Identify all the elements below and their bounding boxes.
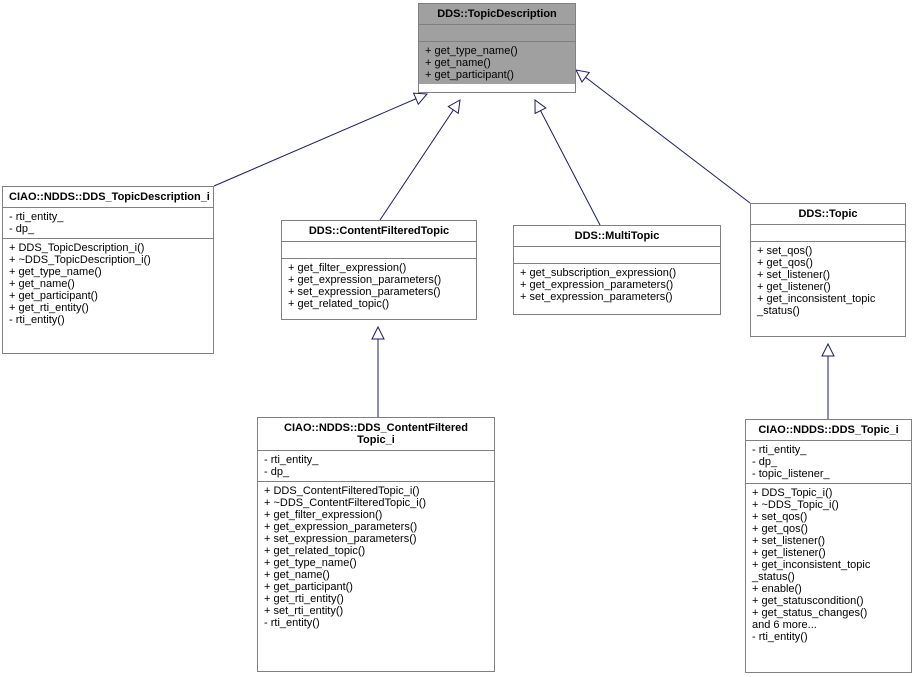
uml-method-line: + get_participant(): [425, 69, 569, 81]
uml-attrs-section: - rti_entity_- dp_: [258, 451, 494, 482]
uml-attr-line: - dp_: [752, 456, 905, 468]
uml-method-line: + get_inconsistent_topic: [752, 559, 905, 571]
inheritance-arrowhead-icon: [448, 97, 465, 114]
uml-method-line: + set_qos(): [752, 511, 905, 523]
uml-attrs-section: [514, 247, 720, 264]
uml-method-line: + get_statuscondition(): [752, 595, 905, 607]
uml-method-line: + get_status_changes(): [752, 607, 905, 619]
uml-method-line: + set_expression_parameters(): [288, 286, 470, 298]
uml-method-line: _status(): [752, 571, 905, 583]
uml-method-line: + set_qos(): [757, 245, 899, 257]
uml-class-title: DDS::TopicDescription: [419, 4, 575, 25]
uml-method-line: + get_related_topic(): [264, 545, 488, 557]
uml-class-topicDescription[interactable]: DDS::TopicDescription+ get_type_name()+ …: [418, 3, 576, 93]
uml-class-topic_i[interactable]: CIAO::NDDS::DDS_Topic_i- rti_entity_- dp…: [745, 419, 912, 673]
uml-method-line: + get_related_topic(): [288, 298, 470, 310]
uml-method-line: + DDS_TopicDescription_i(): [9, 242, 207, 254]
inheritance-edge: [380, 100, 460, 220]
uml-class-title: DDS::MultiTopic: [514, 226, 720, 247]
uml-method-line: + get_participant(): [264, 581, 488, 593]
uml-method-line: + get_name(): [9, 278, 207, 290]
uml-class-multiTopic[interactable]: DDS::MultiTopic+ get_subscription_expres…: [513, 225, 721, 315]
uml-method-line: + set_rti_entity(): [264, 605, 488, 617]
uml-class-contentFilteredTopic[interactable]: DDS::ContentFilteredTopic+ get_filter_ex…: [281, 220, 477, 320]
uml-method-line: - rti_entity(): [9, 314, 207, 326]
uml-attrs-section: - rti_entity_- dp_- topic_listener_: [746, 441, 911, 484]
uml-class-title: DDS::ContentFilteredTopic: [282, 221, 476, 242]
inheritance-arrowhead-icon: [372, 327, 384, 339]
uml-method-line: + set_listener(): [752, 535, 905, 547]
uml-class-title: CIAO::NDDS::DDS_ContentFiltered Topic_i: [258, 418, 494, 451]
uml-attrs-section: [751, 225, 905, 242]
uml-method-line: + set_expression_parameters(): [520, 291, 714, 303]
uml-method-line: _status(): [757, 305, 899, 317]
uml-method-line: + set_listener(): [757, 269, 899, 281]
inheritance-arrowhead-icon: [530, 97, 546, 113]
uml-attrs-section: [419, 25, 575, 42]
uml-attrs-section: - rti_entity_- dp_: [3, 208, 213, 239]
uml-method-line: + get_filter_expression(): [264, 509, 488, 521]
uml-method-line: + get_type_name(): [9, 266, 207, 278]
uml-methods-section: + set_qos()+ get_qos()+ set_listener()+ …: [751, 242, 905, 320]
uml-method-line: + get_inconsistent_topic: [757, 293, 899, 305]
uml-method-line: + get_listener(): [752, 547, 905, 559]
uml-method-line: + ~DDS_Topic_i(): [752, 499, 905, 511]
uml-attr-line: - dp_: [9, 223, 207, 235]
uml-methods-section: + get_type_name()+ get_name()+ get_parti…: [419, 42, 575, 84]
uml-method-line: + get_rti_entity(): [264, 593, 488, 605]
inheritance-arrowhead-icon: [822, 344, 834, 356]
uml-methods-section: + get_filter_expression()+ get_expressio…: [282, 259, 476, 313]
inheritance-edge: [576, 70, 750, 203]
uml-methods-section: + DDS_ContentFilteredTopic_i()+ ~DDS_Con…: [258, 482, 494, 632]
uml-attr-line: - rti_entity_: [9, 211, 207, 223]
uml-methods-section: + get_subscription_expression()+ get_exp…: [514, 264, 720, 306]
uml-method-line: + get_listener(): [757, 281, 899, 293]
uml-method-line: + DDS_Topic_i(): [752, 487, 905, 499]
uml-attrs-section: [282, 242, 476, 259]
uml-method-line: + ~DDS_TopicDescription_i(): [9, 254, 207, 266]
uml-attr-line: - topic_listener_: [752, 468, 905, 480]
uml-method-line: + get_type_name(): [425, 45, 569, 57]
uml-attr-line: - rti_entity_: [264, 454, 488, 466]
uml-method-line: + get_type_name(): [264, 557, 488, 569]
uml-class-title: DDS::Topic: [751, 204, 905, 225]
uml-class-topicDescription_i[interactable]: CIAO::NDDS::DDS_TopicDescription_i- rti_…: [2, 186, 214, 354]
uml-method-line: + set_expression_parameters(): [264, 533, 488, 545]
uml-class-title: CIAO::NDDS::DDS_TopicDescription_i: [3, 187, 213, 208]
uml-method-line: - rti_entity(): [752, 631, 905, 643]
uml-method-line: + get_expression_parameters(): [264, 521, 488, 533]
uml-method-line: + get_name(): [264, 569, 488, 581]
uml-method-line: + get_participant(): [9, 290, 207, 302]
uml-method-line: + get_expression_parameters(): [288, 274, 470, 286]
uml-method-line: + get_filter_expression(): [288, 262, 470, 274]
uml-method-line: + get_expression_parameters(): [520, 279, 714, 291]
uml-method-line: + get_name(): [425, 57, 569, 69]
inheritance-edge: [214, 94, 427, 186]
uml-class-title: CIAO::NDDS::DDS_Topic_i: [746, 420, 911, 441]
uml-method-line: + ~DDS_ContentFilteredTopic_i(): [264, 497, 488, 509]
uml-methods-section: + DDS_Topic_i()+ ~DDS_Topic_i()+ set_qos…: [746, 484, 911, 646]
inheritance-edge: [535, 100, 600, 225]
uml-method-line: + enable(): [752, 583, 905, 595]
uml-method-line: + get_qos(): [752, 523, 905, 535]
uml-methods-section: + DDS_TopicDescription_i()+ ~DDS_TopicDe…: [3, 239, 213, 329]
uml-method-line: - rti_entity(): [264, 617, 488, 629]
uml-attr-line: - dp_: [264, 466, 488, 478]
uml-method-line: + get_qos(): [757, 257, 899, 269]
uml-method-line: + DDS_ContentFilteredTopic_i(): [264, 485, 488, 497]
uml-attr-line: - rti_entity_: [752, 444, 905, 456]
uml-method-line: + get_rti_entity(): [9, 302, 207, 314]
uml-method-line: and 6 more...: [752, 619, 905, 631]
uml-class-contentFilteredTopic_i[interactable]: CIAO::NDDS::DDS_ContentFiltered Topic_i-…: [257, 417, 495, 672]
uml-method-line: + get_subscription_expression(): [520, 267, 714, 279]
uml-class-topic[interactable]: DDS::Topic+ set_qos()+ get_qos()+ set_li…: [750, 203, 906, 337]
